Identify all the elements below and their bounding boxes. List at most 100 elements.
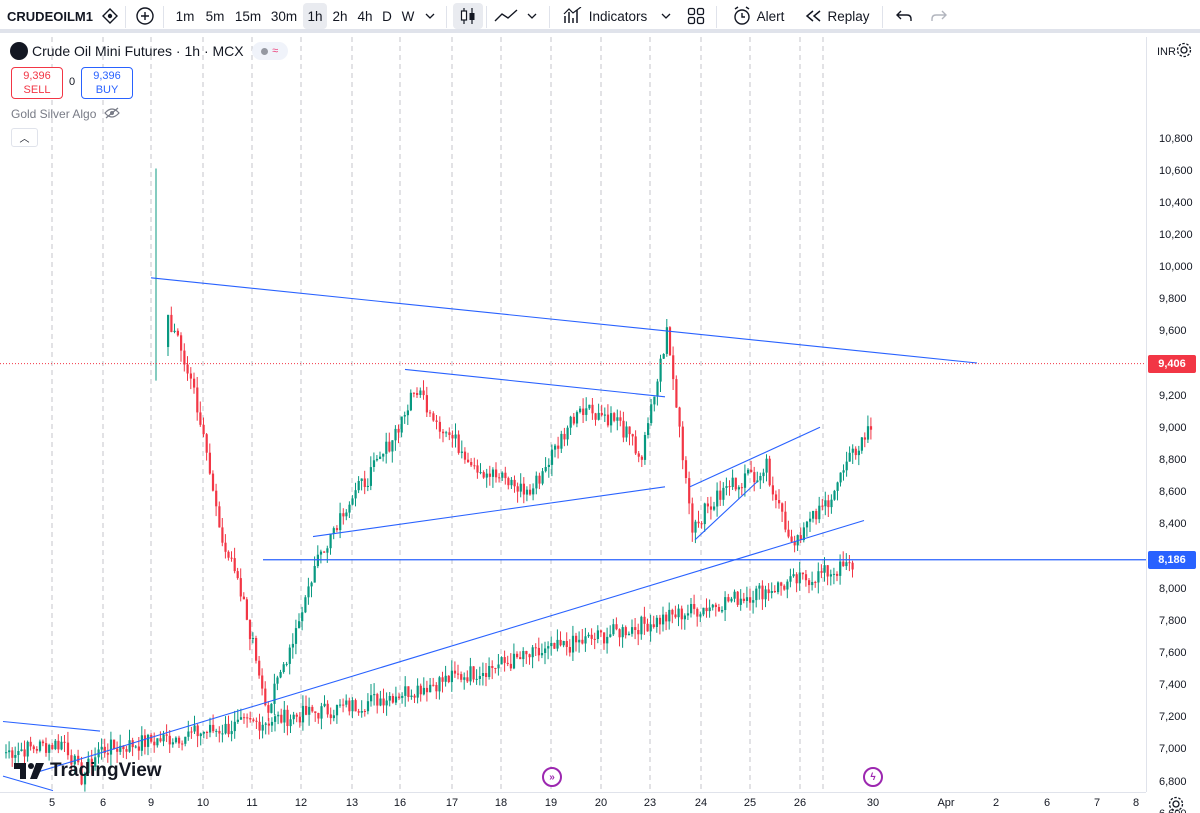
- candle-body: [167, 314, 170, 347]
- time-axis[interactable]: 5 6 9 10 11 12 13 16 17 18 19 20 23 24 25 26 30 Apr 2 6 7 8: [0, 792, 1146, 813]
- time-tick-label: 25: [743, 797, 757, 809]
- candle-body: [537, 647, 540, 656]
- time-tick-label: 24: [694, 797, 708, 809]
- candle-body: [606, 414, 610, 426]
- indicator-legend[interactable]: Gold Silver Algo: [11, 107, 120, 121]
- candle-body: [422, 390, 425, 396]
- time-tick-label: 9: [147, 797, 155, 809]
- collapse-legend-button[interactable]: ︿: [11, 128, 38, 147]
- candle-body: [397, 428, 400, 433]
- candle-body: [457, 673, 460, 675]
- price-tick-label: 10,800: [1159, 132, 1193, 145]
- chart-pane[interactable]: [0, 37, 1146, 792]
- indicators-chevron-icon[interactable]: [655, 3, 677, 29]
- candle-body: [248, 619, 252, 640]
- economic-event-icon[interactable]: »: [542, 767, 562, 787]
- chart-type-chevron-icon[interactable]: [522, 3, 542, 29]
- candle-body: [863, 437, 866, 440]
- candle-body: [205, 732, 209, 733]
- interval-15m-button[interactable]: 15m: [234, 8, 262, 24]
- interval-2h-button[interactable]: 2h: [332, 8, 348, 24]
- candle-body: [398, 696, 401, 698]
- candle-body: [672, 355, 675, 380]
- candle-body: [60, 741, 63, 750]
- candle-body: [285, 663, 288, 665]
- interval-4h-button[interactable]: 4h: [357, 8, 373, 24]
- candle-body: [531, 647, 534, 658]
- candle-body: [481, 673, 485, 676]
- tradingview-logo[interactable]: TradingView: [14, 760, 162, 782]
- candle-body: [693, 604, 696, 609]
- time-tick-label: 6: [99, 797, 107, 809]
- candle-body: [845, 562, 848, 567]
- candle-body: [839, 472, 842, 483]
- candle-body: [409, 392, 412, 411]
- sell-button[interactable]: 9,396 SELL: [11, 67, 63, 99]
- indicators-button[interactable]: Indicators: [558, 3, 652, 29]
- interval-1m-button[interactable]: 1m: [175, 8, 195, 24]
- candle-body: [728, 486, 731, 488]
- currency-label[interactable]: INR: [1157, 46, 1176, 58]
- eye-off-icon[interactable]: [103, 107, 120, 119]
- market-status-badge[interactable]: ≈: [251, 42, 288, 60]
- candle-body: [817, 571, 820, 583]
- undo-icon[interactable]: [891, 3, 917, 29]
- candle-body: [780, 582, 783, 586]
- layouts-icon[interactable]: [683, 3, 709, 29]
- candle-body: [857, 450, 860, 456]
- candle-body: [519, 483, 522, 492]
- candle-body: [38, 741, 42, 751]
- candle-body: [429, 412, 432, 414]
- candle-body: [771, 485, 774, 495]
- price-chart[interactable]: [0, 37, 1146, 792]
- settings-icon[interactable]: [1176, 42, 1192, 63]
- candle-body: [790, 536, 793, 542]
- candle-body: [566, 427, 569, 440]
- tradingview-mark-icon: [14, 763, 44, 779]
- spread-value: 0: [69, 76, 76, 88]
- replay-button[interactable]: Replay: [801, 3, 873, 29]
- interval-chevron-icon[interactable]: [420, 3, 440, 29]
- candle-body: [224, 723, 227, 734]
- candle-body: [444, 675, 447, 682]
- interval-w-button[interactable]: W: [401, 8, 415, 24]
- candle-body: [463, 677, 466, 680]
- candle-body: [283, 709, 286, 723]
- candle-body: [668, 609, 671, 622]
- candle-body: [613, 413, 616, 421]
- candles-icon[interactable]: [453, 3, 483, 29]
- candle-body: [128, 740, 131, 752]
- symbol-search-button[interactable]: CRUDEOILM1: [6, 3, 94, 29]
- interval-30m-button[interactable]: 30m: [270, 8, 298, 24]
- candle-body: [339, 513, 342, 531]
- candle-body: [77, 755, 80, 763]
- candle-body: [379, 456, 382, 459]
- add-symbol-icon[interactable]: [132, 3, 158, 29]
- candle-body: [215, 730, 218, 732]
- candle-body: [668, 327, 672, 356]
- candle-body: [354, 700, 357, 712]
- compare-icon[interactable]: [98, 3, 122, 29]
- candle-body: [640, 616, 643, 635]
- candle-body: [429, 684, 432, 693]
- alert-button[interactable]: Alert: [726, 3, 790, 29]
- interval-5m-button[interactable]: 5m: [205, 8, 225, 24]
- time-tick-label: 12: [294, 797, 308, 809]
- candle-body: [116, 748, 119, 752]
- candle-body: [588, 404, 591, 409]
- candle-body: [827, 500, 830, 508]
- buy-button[interactable]: 9,396 BUY: [81, 67, 133, 99]
- candle-body: [792, 574, 795, 577]
- redo-icon[interactable]: [926, 3, 952, 29]
- candle-body: [755, 588, 758, 601]
- candle-body: [339, 704, 342, 706]
- interval-d-button[interactable]: D: [382, 8, 392, 24]
- candle-body: [323, 551, 326, 553]
- line-style-icon[interactable]: [490, 3, 522, 29]
- earnings-event-icon[interactable]: ϟ: [863, 767, 883, 787]
- candle-body: [143, 735, 147, 747]
- price-axis[interactable]: INR 10,800 10,600 10,400 10,200 10,000 9,800 9…: [1146, 37, 1200, 813]
- interval-1h-button[interactable]: 1h: [303, 3, 327, 29]
- time-axis-settings-icon[interactable]: [1168, 796, 1184, 813]
- candle-body: [544, 648, 547, 653]
